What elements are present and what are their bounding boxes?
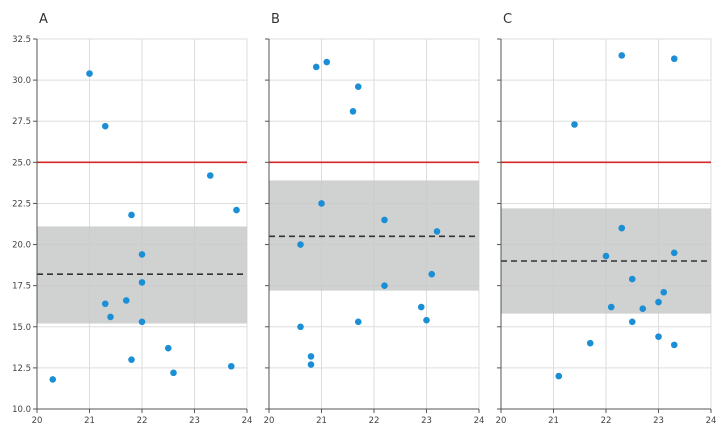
data-point — [423, 316, 430, 324]
data-point — [297, 241, 304, 248]
data-point — [307, 353, 315, 360]
x-tick-label: 22 — [137, 416, 148, 426]
data-point — [655, 298, 662, 306]
y-tick-label: 25.0 — [12, 158, 31, 168]
x-tick-label: 24 — [242, 416, 253, 426]
data-point — [307, 361, 315, 368]
data-point — [433, 228, 441, 235]
confidence-band — [37, 226, 247, 324]
data-point — [122, 297, 130, 304]
panel-2: B 20 21 22 23 24 — [264, 12, 485, 426]
panel-1: A 10.0 12.5 15.0 17.5 20.0 22.5 25.0 27.5 30.0 32.… — [12, 12, 252, 426]
data-point — [586, 339, 594, 347]
y-tick-label: 32.5 — [12, 35, 31, 45]
data-point — [318, 200, 325, 207]
data-point — [628, 318, 636, 326]
data-point — [602, 252, 610, 260]
data-point — [628, 275, 636, 283]
data-point — [86, 70, 93, 77]
data-point — [354, 318, 362, 326]
data-point — [618, 224, 626, 232]
data-point — [101, 300, 109, 308]
data-point — [49, 376, 57, 383]
y-tick-label: 20.0 — [12, 241, 31, 251]
panel-title: C — [503, 12, 512, 27]
data-point — [655, 333, 662, 340]
x-tick-label: 24 — [474, 416, 485, 426]
data-point — [233, 206, 240, 214]
data-point — [323, 58, 331, 66]
data-point — [618, 52, 626, 59]
confidence-band — [269, 180, 479, 291]
data-point — [138, 318, 146, 326]
y-tick-label: 10.0 — [12, 405, 31, 415]
data-point — [417, 303, 425, 311]
data-point — [138, 251, 146, 258]
y-tick-label: 17.5 — [12, 282, 31, 292]
x-tick-label: 22 — [601, 416, 612, 426]
panel-title: B — [271, 12, 280, 27]
y-tick-label: 22.5 — [12, 199, 31, 209]
data-point — [381, 282, 388, 289]
y-tick-label: 15.0 — [12, 323, 31, 333]
data-point — [128, 356, 135, 363]
data-point — [354, 83, 362, 90]
y-tick-label: 27.5 — [12, 117, 31, 127]
data-point — [670, 55, 678, 63]
panel-3: C 20 21 22 23 24 — [496, 12, 717, 426]
y-tick-label: 30.0 — [12, 76, 31, 86]
data-point — [128, 211, 135, 219]
data-point — [206, 172, 214, 179]
data-point — [381, 216, 388, 224]
x-tick-label: 22 — [369, 416, 380, 426]
x-tick-label: 20 — [264, 416, 275, 426]
data-point — [670, 249, 678, 257]
data-point — [138, 279, 146, 286]
data-point — [660, 288, 668, 296]
x-tick-label: 23 — [653, 416, 664, 426]
data-point — [227, 362, 235, 370]
x-tick-label: 23 — [421, 416, 432, 426]
data-point — [607, 303, 615, 311]
data-point — [170, 369, 177, 377]
x-tick-label: 21 — [548, 416, 559, 426]
data-point — [555, 372, 563, 380]
panel-title: A — [39, 12, 48, 27]
data-point — [571, 121, 578, 128]
y-tick-label: 12.5 — [12, 364, 31, 374]
x-tick-label: 20 — [32, 416, 43, 426]
data-point — [349, 108, 357, 115]
x-tick-label: 21 — [84, 416, 95, 426]
data-point — [428, 270, 436, 278]
data-point — [297, 323, 304, 331]
data-point — [639, 305, 647, 312]
x-tick-label: 23 — [189, 416, 200, 426]
data-point — [164, 344, 172, 352]
data-point — [107, 313, 114, 321]
x-tick-label: 21 — [316, 416, 327, 426]
x-tick-label: 24 — [706, 416, 717, 426]
data-point — [670, 341, 678, 349]
x-tick-label: 20 — [496, 416, 507, 426]
data-point — [312, 63, 320, 71]
data-point — [101, 122, 109, 130]
